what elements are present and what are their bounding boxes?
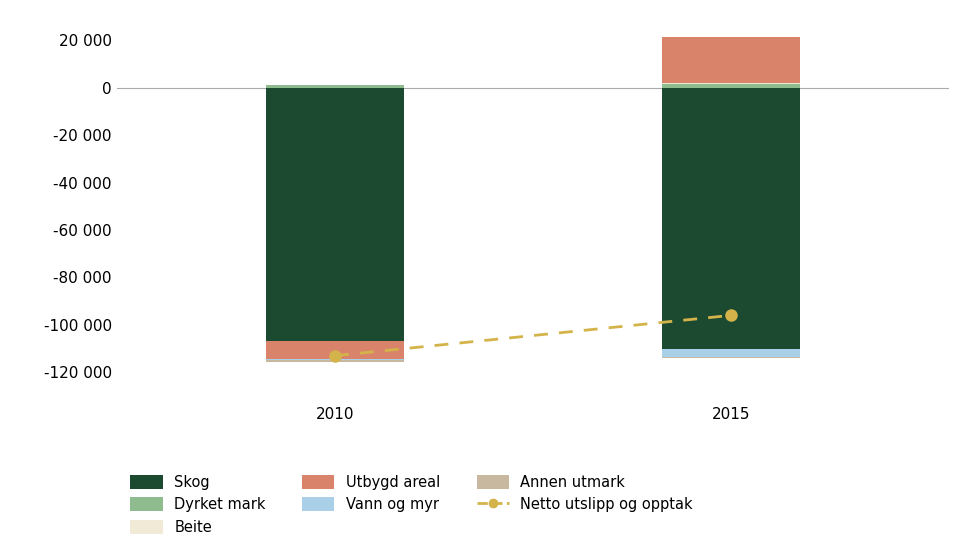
Bar	[266, 87, 404, 342]
Bar	[661, 349, 799, 357]
Bar	[661, 357, 799, 358]
Bar	[661, 37, 799, 84]
Bar	[661, 87, 799, 349]
Legend: Skog, Dyrket mark, Beite, Utbygd areal, Vann og myr, Annen utmark, Netto utslipp: Skog, Dyrket mark, Beite, Utbygd areal, …	[124, 469, 699, 541]
Bar	[661, 84, 799, 87]
Bar	[266, 85, 404, 87]
Bar	[266, 359, 404, 360]
Bar	[266, 342, 404, 359]
Bar	[266, 360, 404, 361]
